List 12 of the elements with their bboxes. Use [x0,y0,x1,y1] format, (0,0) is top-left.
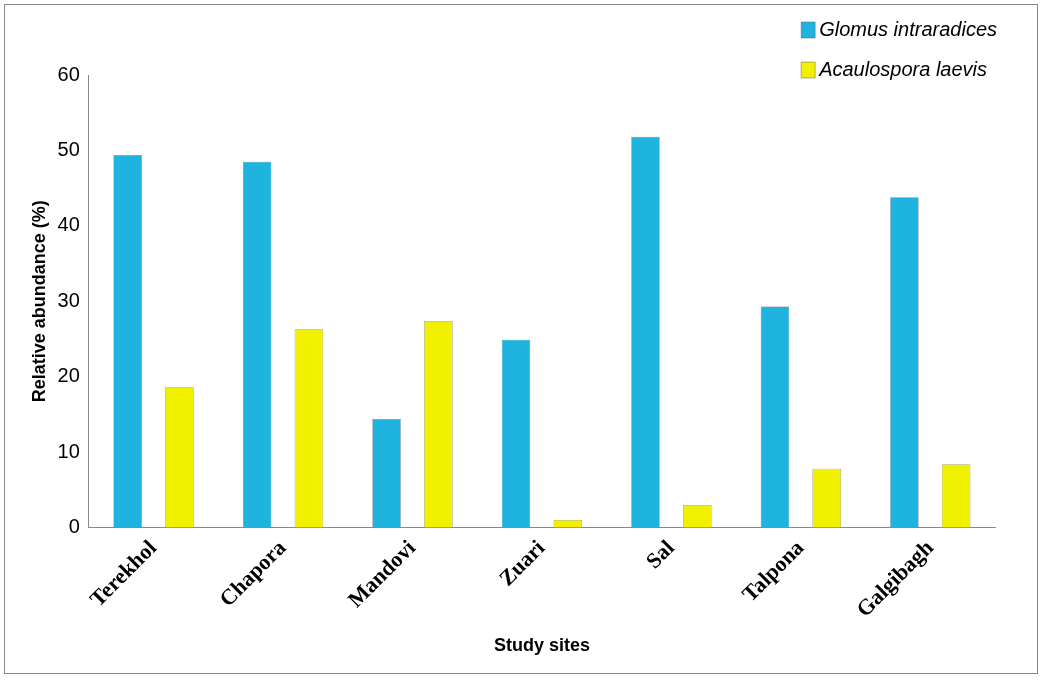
y-axis-title: Relative abundance (%) [28,200,49,403]
y-tick-label: 60 [57,62,80,85]
legend-label: Acaulospora laevis [818,57,988,80]
legend-label: Glomus intraradices [819,17,997,40]
y-tick-label: 50 [57,137,80,160]
y-tick-label: 10 [57,439,80,462]
y-tick-label: 0 [68,515,80,538]
y-tick-label: 20 [57,364,80,387]
y-tick-label: 30 [57,288,80,311]
x-axis-title: Study sites [493,635,590,656]
y-tick-label: 40 [57,213,80,236]
x-tick-label: Sal [640,534,679,574]
